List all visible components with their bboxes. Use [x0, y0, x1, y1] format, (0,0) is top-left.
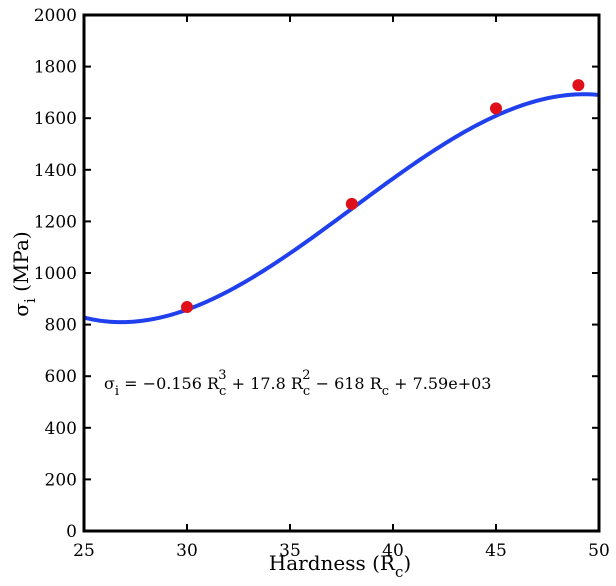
equation-term1-sub: c: [219, 384, 226, 399]
y-tick-label: 1800: [34, 58, 77, 78]
equation-part-3: − 618 R: [310, 374, 382, 393]
x-axis-title-main: Hardness (R: [269, 551, 396, 575]
tick-group: 25 30 35 40 45 50 0 200 400 600 800 1000 1200 1400 160…: [34, 6, 610, 561]
y-tick-label: 0: [66, 522, 77, 542]
x-axis-title-sub: c: [395, 563, 403, 581]
equation-part-4: + 7.59e+03: [389, 374, 491, 393]
equation-term2-sup: 2: [302, 368, 310, 383]
equation-part-2: + 17.8 R: [227, 374, 304, 393]
equation-annotation: σi = −0.156 Rc3 + 17.8 Rc2 − 618 Rc + 7.…: [104, 368, 491, 399]
y-tick-label: 1200: [34, 212, 77, 232]
equation-sigma-sub: i: [115, 384, 119, 399]
y-tick-label: 800: [45, 316, 77, 336]
data-points: [181, 79, 585, 314]
equation-part-1: = −0.156 R: [119, 374, 220, 393]
data-point: [490, 102, 502, 115]
x-tick-label: 30: [176, 541, 198, 561]
y-axis-title-main: σ: [9, 303, 33, 317]
plot-area: [83, 79, 600, 325]
x-tick-label: 40: [382, 541, 404, 561]
x-tick-label: 50: [588, 541, 610, 561]
y-axis-title-tail: (MPa): [9, 231, 33, 298]
fit-curve: [83, 92, 600, 325]
y-tick-label: 400: [45, 419, 77, 439]
data-point: [345, 197, 358, 210]
equation-sigma: σ: [104, 374, 115, 393]
y-tick-label: 2000: [34, 6, 77, 26]
data-point: [572, 79, 585, 92]
y-axis-title-sub: i: [21, 298, 39, 303]
equation-term3-sub: c: [382, 384, 389, 399]
x-tick-label: 25: [73, 541, 95, 561]
y-tick-label: 1600: [34, 109, 77, 129]
y-tick-label: 200: [45, 470, 77, 490]
equation-term2-sub: c: [303, 384, 310, 399]
y-tick-label: 600: [45, 367, 77, 387]
x-axis-title-tail: ): [403, 551, 411, 575]
x-tick-label: 35: [279, 541, 301, 561]
y-tick-label: 1400: [34, 161, 77, 181]
plot-frame: [82, 13, 601, 533]
y-tick-label: 1000: [34, 264, 77, 284]
y-axis-title: σi (MPa): [9, 231, 39, 316]
x-axis-title: Hardness (Rc): [269, 551, 411, 581]
data-point: [181, 301, 193, 314]
equation-term1-sup: 3: [218, 368, 226, 383]
x-tick-label: 45: [485, 541, 507, 561]
